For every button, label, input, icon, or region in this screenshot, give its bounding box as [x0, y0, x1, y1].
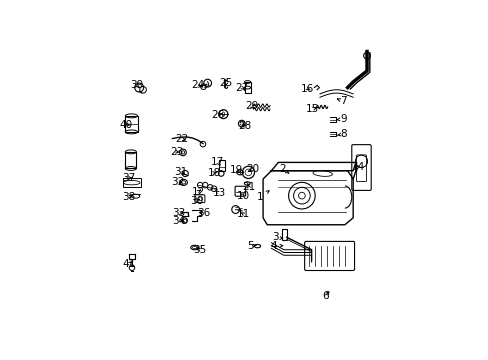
Bar — [281, 229, 286, 240]
Text: 13: 13 — [212, 188, 225, 198]
Text: 39: 39 — [129, 80, 142, 90]
Text: 14: 14 — [351, 162, 364, 172]
Bar — [244, 82, 250, 93]
Text: 2: 2 — [279, 164, 288, 174]
Text: 20: 20 — [246, 164, 259, 174]
Bar — [125, 116, 137, 132]
Text: 26: 26 — [211, 110, 224, 120]
Text: 7: 7 — [337, 96, 346, 107]
Text: 24: 24 — [190, 80, 203, 90]
Bar — [125, 152, 136, 168]
Text: 36: 36 — [197, 208, 210, 219]
Bar — [219, 160, 224, 171]
Text: 10: 10 — [236, 191, 249, 201]
Text: 6: 6 — [322, 291, 328, 301]
Bar — [183, 220, 186, 222]
Text: 33: 33 — [172, 208, 185, 218]
Text: 12: 12 — [191, 187, 204, 197]
Text: 3: 3 — [272, 232, 282, 242]
Text: 9: 9 — [336, 114, 346, 124]
Text: 1: 1 — [257, 191, 268, 202]
Text: 31: 31 — [174, 167, 187, 177]
Text: 23: 23 — [170, 147, 183, 157]
Text: 16: 16 — [301, 84, 314, 94]
Text: 21: 21 — [242, 183, 255, 192]
Text: 37: 37 — [122, 173, 135, 183]
Text: 40: 40 — [119, 120, 132, 130]
Text: 18: 18 — [207, 168, 220, 178]
Text: 15: 15 — [305, 104, 319, 114]
Text: 25: 25 — [219, 78, 232, 88]
Text: 34: 34 — [172, 216, 185, 226]
Text: 8: 8 — [337, 129, 346, 139]
Text: 22: 22 — [175, 134, 188, 144]
Text: 27: 27 — [235, 82, 248, 93]
Text: 28: 28 — [238, 121, 251, 131]
Text: 35: 35 — [193, 245, 206, 255]
Text: 30: 30 — [189, 195, 203, 206]
Text: 19: 19 — [230, 165, 243, 175]
Text: 5: 5 — [246, 241, 256, 251]
Text: 11: 11 — [236, 209, 249, 219]
Text: 4: 4 — [269, 241, 282, 251]
Text: 32: 32 — [170, 177, 183, 187]
Text: 41: 41 — [122, 260, 135, 269]
Bar — [122, 179, 141, 187]
Text: 38: 38 — [122, 192, 135, 202]
Text: 17: 17 — [211, 157, 224, 167]
Text: 29: 29 — [244, 102, 258, 111]
